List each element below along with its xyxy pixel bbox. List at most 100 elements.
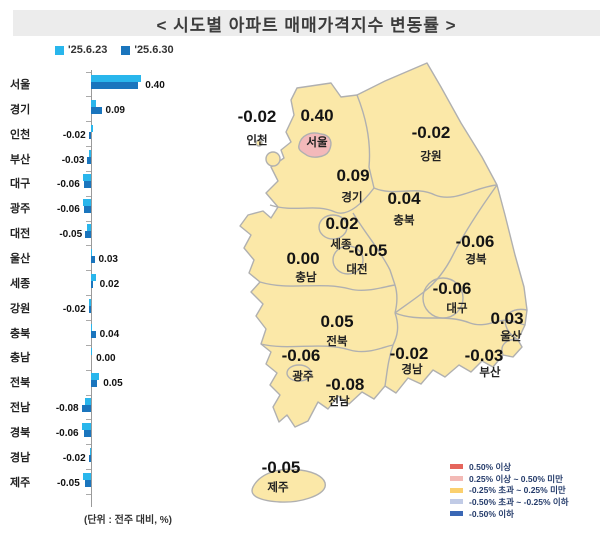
border-gangwon-south	[373, 184, 498, 198]
incheon-island-shape	[265, 151, 281, 167]
map-region-value: -0.06	[432, 279, 472, 298]
map-region-value: -0.02	[237, 107, 277, 126]
bar-value-label: 0.03	[98, 253, 118, 265]
bar-prev-week	[88, 149, 91, 157]
map-legend: 0.50% 이상 0.25% 이상 ~ 0.50% 미만 -0.25% 초과 ~ 0…	[450, 461, 569, 519]
bar-curr-week	[85, 479, 91, 487]
bar-curr-week	[91, 82, 138, 89]
border-jeonbuk-east	[394, 284, 398, 314]
incheon-islet-shape	[255, 139, 263, 147]
bar-prev-week	[89, 447, 91, 455]
korea-map	[235, 55, 600, 520]
axis-tick	[86, 493, 91, 495]
series-legend-label: '25.6.30	[134, 44, 174, 56]
bar-curr-week	[88, 305, 91, 313]
seoul-region-shape	[298, 132, 332, 158]
bar-prev-week	[91, 75, 142, 82]
bar-value-label: -0.02	[62, 303, 86, 315]
border-chungnam-jeonbuk	[259, 281, 396, 292]
bar-prev-week	[91, 323, 93, 331]
korea-map-svg	[239, 62, 528, 503]
bar-curr-week	[91, 106, 102, 114]
bar-value-label: -0.06	[55, 427, 79, 439]
map-region-name: 세종	[330, 239, 352, 251]
bar-region-label: 서울	[10, 79, 31, 91]
bar-value-label: 0.02	[99, 278, 120, 290]
bar-prev-week	[88, 298, 91, 306]
map-region-value: -0.06	[281, 346, 321, 365]
unit-note: (단위 : 전주 대비, %)	[84, 515, 172, 526]
bar-value-label: -0.05	[59, 229, 83, 241]
bar-region-label: 대전	[10, 228, 31, 241]
bar-region-label: 세종	[10, 277, 31, 290]
border-jeonbuk-jeonnam	[260, 343, 394, 353]
map-legend-item: 0.25% 이상 ~ 0.50% 미만	[450, 473, 569, 485]
map-legend-item: -0.50% 이하	[450, 508, 569, 520]
map-region-name: 광주	[292, 371, 314, 383]
bar-region-label: 충북	[10, 327, 31, 340]
map-region-name: 전남	[328, 396, 350, 408]
map-region-name: 부산	[479, 367, 501, 379]
map-region-name: 인천	[246, 135, 268, 147]
bar-region-label: 인천	[10, 128, 31, 141]
bar-region-label: 강원	[10, 302, 31, 315]
bar-curr-week	[85, 231, 91, 239]
axis-tick	[86, 394, 91, 396]
bar-curr-week	[91, 280, 94, 288]
bar-region-label: 부산	[10, 153, 31, 166]
bar-region-label: 경북	[10, 426, 31, 439]
series-legend-swatch-icon	[55, 45, 64, 55]
bar-curr-week	[81, 405, 91, 413]
map-region-name: 대전	[346, 264, 368, 276]
bar-region-label: 경남	[10, 451, 31, 464]
axis-tick	[86, 444, 91, 446]
bar-value-label: -0.02	[62, 129, 86, 141]
bar-curr-week	[91, 330, 96, 338]
map-legend-item: -0.50% 초과 ~ -0.25% 이하	[450, 496, 569, 508]
border-chungbuk-gyeongbuk	[394, 184, 498, 314]
axis-tick	[86, 146, 91, 148]
axis-line	[91, 70, 92, 507]
bar-value-label: 0.40	[145, 80, 165, 91]
series-legend-item: '25.6.30	[121, 44, 174, 56]
map-region-value: -0.05	[348, 241, 388, 260]
bar-region-label: 울산	[10, 252, 31, 265]
bar-curr-week	[88, 454, 91, 462]
axis-tick	[86, 195, 91, 197]
map-legend-item: 0.50% 이상	[450, 461, 569, 473]
map-region-name: 서울	[306, 137, 328, 149]
bar-curr-week	[91, 255, 95, 263]
axis-tick	[86, 220, 91, 222]
bar-prev-week	[82, 199, 91, 207]
bar-curr-week	[88, 131, 91, 139]
map-region-value: 0.05	[320, 312, 354, 331]
map-legend-label: 0.50% 이상	[469, 461, 512, 472]
map-region-name: 대구	[446, 303, 468, 315]
map-region-name: 경남	[401, 364, 423, 376]
map-region-name: 제주	[267, 482, 289, 494]
bar-value-label: -0.05	[57, 477, 80, 489]
map-region-name: 강원	[420, 151, 442, 163]
map-legend-swatch-icon	[450, 511, 463, 517]
map-region-value: 0.03	[490, 309, 524, 328]
bar-prev-week	[81, 422, 91, 430]
bar-region-label: 경기	[10, 103, 31, 116]
map-legend-label: -0.50% 이하	[469, 508, 514, 519]
axis-tick	[86, 71, 91, 73]
map-region-name: 경북	[465, 254, 487, 266]
axis-tick	[86, 369, 91, 371]
border-chungbuk-west	[352, 212, 396, 286]
border-gyeonggi-gangwon	[356, 94, 375, 189]
bar-value-label: -0.08	[55, 403, 79, 415]
sejong-region-shape	[318, 214, 348, 240]
map-region-name: 경기	[341, 192, 363, 204]
series-legend-swatch-icon	[121, 45, 131, 55]
border-gyeonggi-south	[269, 187, 375, 214]
page-title: < 시도별 아파트 매매가격지수 변동률 >	[156, 15, 457, 35]
axis-tick	[86, 96, 91, 98]
bar-prev-week	[91, 273, 96, 281]
axis-tick	[86, 295, 91, 297]
bar-value-label: 0.00	[96, 353, 116, 365]
bar-region-label: 대구	[10, 178, 31, 191]
